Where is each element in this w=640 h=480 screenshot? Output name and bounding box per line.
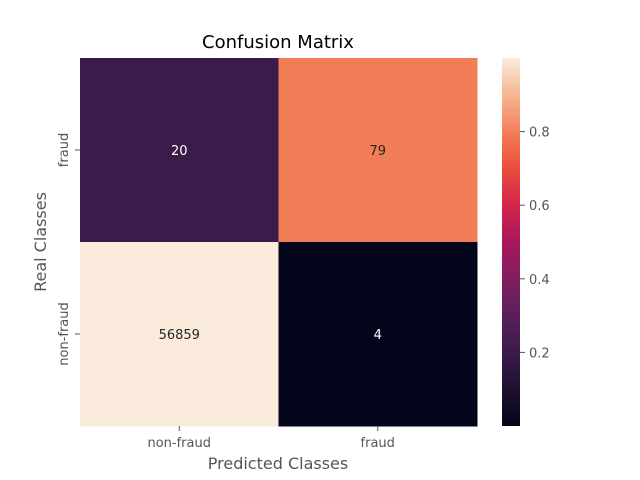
colorbar-ticks: 0.2 0.4 0.6 0.8 — [520, 126, 550, 361]
cell-value-label: 4 — [374, 328, 382, 343]
heatmap-cell — [278, 242, 478, 427]
x-axis-label: Predicted Classes — [208, 454, 348, 473]
colorbar-tick-label: 0.2 — [529, 346, 550, 361]
y-axis-label: Real Classes — [31, 192, 50, 292]
colorbar-tick-label: 0.4 — [529, 273, 550, 288]
y-tick-label: non-fraud — [57, 302, 72, 366]
colorbar-tick-label: 0.6 — [529, 199, 550, 214]
chart-title: Confusion Matrix — [202, 32, 354, 53]
heatmap-cell-labels: 20 79 56859 4 — [159, 144, 386, 343]
colorbar-tick-label: 0.8 — [529, 126, 550, 141]
y-axis-ticks: fraud non-fraud — [57, 133, 80, 366]
heatmap-cell — [80, 58, 279, 243]
cell-value-label: 56859 — [159, 328, 200, 343]
cell-value-label: 79 — [369, 144, 386, 159]
cell-value-label: 20 — [171, 144, 188, 159]
y-tick-label: fraud — [57, 133, 72, 167]
heatmap-cell — [278, 58, 478, 243]
x-tick-label: fraud — [361, 436, 395, 451]
heatmap-cells — [80, 58, 478, 427]
x-axis-ticks: non-fraud fraud — [147, 426, 395, 451]
colorbar — [502, 58, 520, 426]
heatmap-cell — [80, 242, 279, 427]
x-tick-label: non-fraud — [147, 436, 211, 451]
